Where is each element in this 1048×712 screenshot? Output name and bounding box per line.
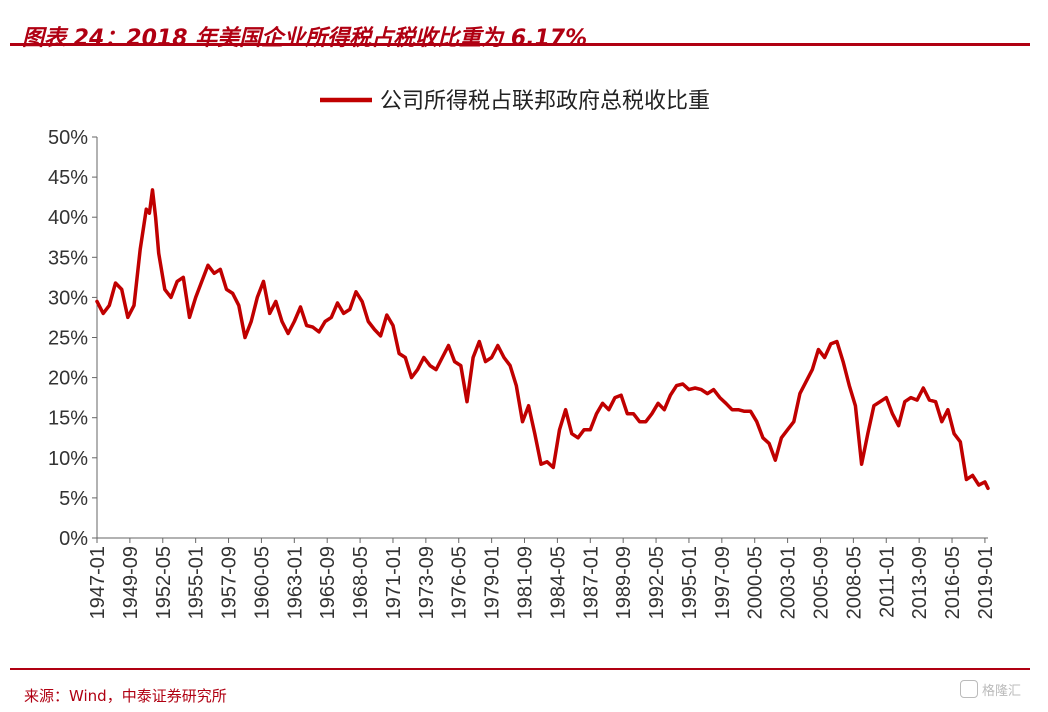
x-tick-label: 1955-01	[186, 546, 208, 619]
figure-title: 图表 24：2018 年美国企业所得税占税收比重为 6.17%	[22, 26, 588, 51]
x-tick-label: 1979-01	[482, 546, 504, 619]
y-tick-label: 15%	[48, 408, 88, 430]
y-tick-label: 30%	[48, 287, 88, 309]
x-tick-label: 1971-01	[383, 546, 405, 619]
x-tick-label: 1987-01	[580, 546, 602, 619]
y-tick-label: 40%	[48, 207, 88, 229]
series-line	[95, 188, 990, 491]
footer-rule	[10, 668, 1030, 670]
x-tick-label: 2011-01	[876, 546, 898, 618]
title-rule	[10, 43, 1030, 46]
y-tick-label: 20%	[48, 368, 88, 390]
source-note: 来源：Wind，中泰证券研究所	[24, 687, 227, 705]
y-tick-label: 5%	[59, 488, 88, 510]
x-tick-label: 1995-01	[679, 546, 701, 619]
x-tick-label: 2013-09	[909, 546, 931, 619]
x-tick-label: 2019-01	[975, 546, 997, 619]
x-tick-label: 2016-05	[942, 546, 964, 619]
y-tick-label: 10%	[48, 448, 88, 470]
watermark: 格隆汇	[960, 680, 1021, 699]
watermark-logo-icon	[960, 680, 978, 698]
y-tick-label: 45%	[48, 167, 88, 189]
x-tick-label: 1976-05	[449, 546, 471, 619]
x-tick-label: 1960-05	[251, 546, 273, 619]
x-tick-label: 1973-09	[416, 546, 438, 619]
y-tick-label: 0%	[59, 528, 88, 550]
x-tick-label: 2008-05	[843, 546, 865, 619]
legend-label: 公司所得税占联邦政府总税收比重	[380, 89, 710, 114]
x-tick-label: 1949-09	[120, 546, 142, 619]
x-tick-label: 1957-09	[219, 546, 241, 619]
x-tick-label: 1963-01	[284, 546, 306, 619]
title-bar: 图表 24：2018 年美国企业所得税占税收比重为 6.17%	[10, 10, 1030, 51]
x-tick-label: 2000-05	[745, 546, 767, 619]
x-tick-label: 1965-09	[317, 546, 339, 619]
y-tick-label: 50%	[48, 127, 88, 149]
watermark-text: 格隆汇	[982, 684, 1022, 699]
x-tick-label: 2005-09	[810, 546, 832, 619]
x-tick-label: 1968-05	[350, 546, 372, 619]
x-tick-label: 1992-05	[646, 546, 668, 619]
x-tick-label: 2003-01	[778, 546, 800, 619]
y-tick-label: 25%	[48, 328, 88, 350]
x-tick-label: 1981-09	[515, 546, 537, 619]
x-tick-label: 1984-05	[547, 546, 569, 619]
x-tick-label: 1989-09	[613, 546, 635, 619]
x-tick-label: 1947-01	[87, 546, 109, 619]
x-tick-label: 1952-05	[153, 546, 175, 619]
y-tick-label: 35%	[48, 247, 88, 269]
x-tick-label: 1997-09	[712, 546, 734, 619]
